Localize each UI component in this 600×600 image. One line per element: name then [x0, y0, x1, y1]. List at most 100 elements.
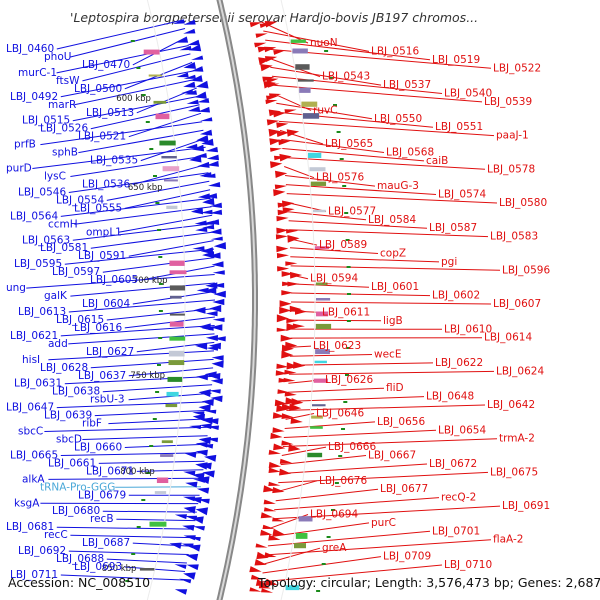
reverse-gene-label[interactable]: LBJ_0535: [90, 155, 138, 167]
reverse-gene-label[interactable]: LBJ_0616: [74, 322, 122, 334]
reverse-gene-label[interactable]: ksgA: [14, 497, 40, 509]
forward-gene-label[interactable]: LBJ_0626: [325, 374, 373, 386]
forward-gene-label[interactable]: wecE: [374, 349, 401, 361]
forward-gene-label[interactable]: LBJ_0584: [368, 214, 416, 226]
forward-gene-label[interactable]: purC: [371, 517, 396, 529]
reverse-gene-label[interactable]: rsbU-3: [90, 394, 125, 406]
forward-gene-label[interactable]: LBJ_0654: [438, 424, 486, 436]
forward-gene-label[interactable]: mauG-3: [377, 180, 419, 192]
reverse-gene-label[interactable]: LBJ_0621: [10, 330, 58, 342]
forward-gene-label[interactable]: LBJ_0710: [444, 559, 492, 571]
reverse-gene-label[interactable]: LBJ_0597: [52, 266, 100, 278]
reverse-gene-label[interactable]: LBJ_0665: [10, 449, 58, 461]
reverse-gene-label[interactable]: LBJ_0500: [74, 83, 122, 95]
forward-gene-label[interactable]: LBJ_0577: [328, 205, 376, 217]
reverse-gene-label[interactable]: LBJ_0546: [18, 186, 66, 198]
reverse-gene-label[interactable]: LBJ_0692: [18, 545, 66, 557]
forward-gene-label[interactable]: LBJ_0694: [310, 508, 358, 520]
reverse-gene-label[interactable]: LBJ_0679: [78, 489, 126, 501]
reverse-gene-label[interactable]: marR: [48, 99, 76, 111]
reverse-gene-label[interactable]: LBJ_0581: [40, 242, 88, 254]
forward-gene-label[interactable]: LBJ_0701: [432, 525, 480, 537]
reverse-gene-label[interactable]: LBJ_0628: [40, 362, 88, 374]
forward-gene-label[interactable]: LBJ_0610: [444, 323, 492, 335]
forward-gene-label[interactable]: copZ: [380, 247, 406, 259]
reverse-gene-label[interactable]: hisI: [22, 354, 40, 366]
reverse-gene-label[interactable]: LBJ_0680: [52, 505, 100, 517]
reverse-gene-label[interactable]: LBJ_0605: [90, 274, 138, 286]
forward-gene-label[interactable]: LBJ_0623: [313, 340, 361, 352]
forward-gene-label[interactable]: LBJ_0602: [432, 290, 480, 302]
reverse-gene-label[interactable]: LBJ_0554: [56, 194, 104, 206]
forward-gene-label[interactable]: ligB: [383, 315, 403, 327]
forward-gene-label[interactable]: LBJ_0522: [493, 62, 541, 74]
reverse-gene-label[interactable]: LBJ_0671: [86, 465, 134, 477]
forward-gene-label[interactable]: LBJ_0642: [487, 399, 535, 411]
forward-gene-label[interactable]: LBJ_0516: [371, 45, 419, 57]
reverse-gene-label[interactable]: LBJ_0595: [14, 258, 62, 270]
reverse-gene-label[interactable]: LBJ_0693: [74, 561, 122, 573]
reverse-gene-label[interactable]: ung: [6, 282, 26, 294]
reverse-gene-label[interactable]: LBJ_0521: [78, 131, 126, 143]
reverse-gene-label[interactable]: LBJ_0591: [78, 250, 126, 262]
reverse-gene-label[interactable]: ribF: [82, 418, 102, 430]
forward-gene-label[interactable]: LBJ_0574: [438, 189, 486, 201]
reverse-gene-label[interactable]: alkA: [22, 473, 45, 485]
forward-gene-label[interactable]: recQ-2: [441, 492, 476, 504]
reverse-gene-label[interactable]: phoU: [44, 51, 71, 63]
forward-gene-label[interactable]: LBJ_0580: [499, 197, 547, 209]
reverse-gene-label[interactable]: LBJ_0513: [86, 107, 134, 119]
reverse-gene-label[interactable]: LBJ_0536: [82, 178, 130, 190]
forward-gene-label[interactable]: LBJ_0648: [426, 391, 474, 403]
forward-gene-label[interactable]: greA: [322, 542, 347, 554]
forward-gene-label[interactable]: LBJ_0646: [316, 407, 364, 419]
reverse-gene-label[interactable]: LBJ_0526: [40, 123, 88, 135]
forward-gene-label[interactable]: LBJ_0537: [383, 79, 431, 91]
forward-gene-label[interactable]: LBJ_0543: [322, 71, 370, 83]
forward-gene-label[interactable]: LBJ_0709: [383, 551, 431, 563]
forward-gene-label[interactable]: LBJ_0675: [490, 466, 538, 478]
reverse-gene-label[interactable]: sphB: [52, 147, 78, 159]
reverse-gene-label[interactable]: LBJ_0460: [6, 43, 54, 55]
forward-gene-label[interactable]: LBJ_0594: [310, 273, 358, 285]
forward-gene-label[interactable]: LBJ_0596: [502, 264, 550, 276]
reverse-gene-label[interactable]: LBJ_0604: [82, 298, 130, 310]
reverse-gene-label[interactable]: LBJ_0661: [48, 457, 96, 469]
forward-gene-label[interactable]: flaA-2: [493, 534, 523, 546]
reverse-gene-label[interactable]: LBJ_0660: [74, 441, 122, 453]
forward-gene-label[interactable]: LBJ_0550: [374, 113, 422, 125]
forward-gene-label[interactable]: LBJ_0691: [502, 500, 550, 512]
forward-gene-label[interactable]: LBJ_0519: [432, 54, 480, 66]
reverse-gene-label[interactable]: LBJ_0563: [22, 234, 70, 246]
reverse-gene-label[interactable]: sbcC: [18, 426, 43, 438]
forward-gene-label[interactable]: LBJ_0611: [322, 306, 370, 318]
reverse-gene-label[interactable]: LBJ_0638: [52, 386, 100, 398]
reverse-gene-label[interactable]: LBJ_0688: [56, 553, 104, 565]
reverse-gene-label[interactable]: LBJ_0681: [6, 521, 54, 533]
reverse-gene-label[interactable]: recC: [44, 529, 68, 541]
forward-gene-label[interactable]: LBJ_0607: [493, 298, 541, 310]
reverse-gene-label[interactable]: LBJ_0631: [14, 378, 62, 390]
reverse-gene-label[interactable]: murC-1: [18, 67, 57, 79]
reverse-gene-label[interactable]: tRNA-Pro-GGG: [40, 481, 115, 493]
reverse-gene-label[interactable]: add: [48, 338, 68, 350]
forward-gene-label[interactable]: ruvC: [313, 104, 338, 116]
reverse-gene-label[interactable]: purD: [6, 163, 32, 175]
reverse-gene-label[interactable]: ccmH: [48, 218, 78, 230]
reverse-gene-label[interactable]: LBJ_0470: [82, 59, 130, 71]
forward-gene-label[interactable]: trmA-2: [499, 433, 535, 445]
forward-gene-label[interactable]: LBJ_0656: [377, 416, 425, 428]
forward-gene-label[interactable]: LBJ_0624: [496, 365, 544, 377]
forward-gene-label[interactable]: LBJ_0601: [371, 281, 419, 293]
reverse-gene-label[interactable]: lysC: [44, 171, 66, 183]
forward-gene-label[interactable]: LBJ_0540: [444, 88, 492, 100]
reverse-gene-label[interactable]: LBJ_0647: [6, 402, 54, 414]
reverse-gene-label[interactable]: LBJ_0564: [10, 210, 58, 222]
forward-gene-label[interactable]: nuoN: [310, 37, 338, 49]
forward-gene-label[interactable]: fliD: [386, 382, 404, 394]
reverse-gene-label[interactable]: LBJ_0687: [82, 537, 130, 549]
forward-gene-label[interactable]: LBJ_0589: [319, 239, 367, 251]
forward-gene-label[interactable]: LBJ_0677: [380, 483, 428, 495]
reverse-gene-label[interactable]: LBJ_0615: [56, 314, 104, 326]
forward-gene-label[interactable]: LBJ_0583: [490, 231, 538, 243]
